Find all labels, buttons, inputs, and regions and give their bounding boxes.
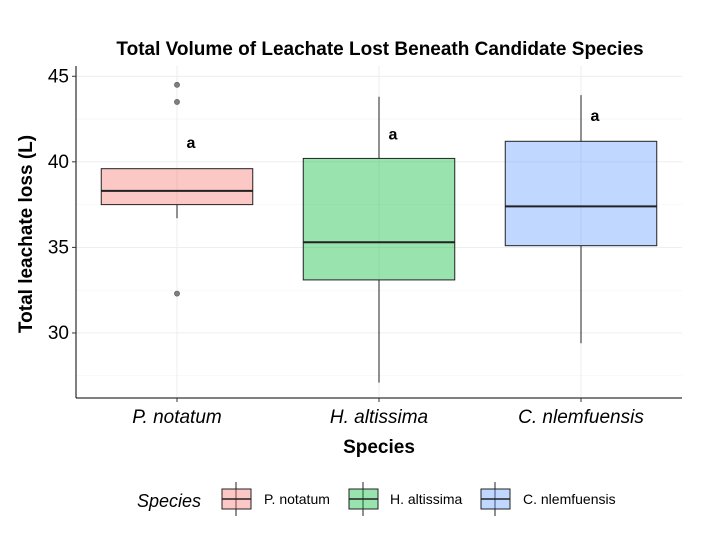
y-tick-label: 40 — [48, 152, 69, 173]
box-body — [100, 168, 254, 206]
significance-label: a — [187, 135, 196, 152]
significance-label: a — [389, 127, 398, 144]
chart-title: Total Volume of Leachate Lost Beneath Ca… — [116, 39, 643, 60]
outlier-point — [174, 99, 180, 105]
legend-label: H. altissima — [390, 491, 463, 507]
x-axis: P. notatum H. altissima C. nlemfuensis — [76, 397, 682, 428]
legend-title: Species — [137, 491, 201, 511]
y-tick-label: 45 — [48, 66, 69, 87]
outlier-point — [174, 290, 180, 297]
legend-item-2: H. altissima — [348, 482, 463, 516]
legend-item-3: C. nlemfuensis — [480, 482, 616, 516]
legend-item-1: P. notatum — [221, 482, 330, 516]
legend: Species P. notatum H. altissima C. nlemfue… — [137, 482, 616, 516]
box-body — [302, 157, 456, 281]
box-body — [504, 140, 658, 247]
boxes-layer: a a a — [100, 81, 658, 383]
legend-label: P. notatum — [264, 491, 330, 507]
y-axis-title: Total leachate loss (L) — [16, 135, 37, 333]
x-tick-label: C. nlemfuensis — [518, 407, 644, 428]
legend-label: C. nlemfuensis — [523, 491, 616, 507]
x-tick-label: P. notatum — [132, 407, 221, 428]
x-tick-label: H. altissima — [330, 407, 428, 428]
box-3: a — [504, 95, 658, 344]
significance-label: a — [591, 108, 600, 125]
x-axis-title: Species — [343, 437, 415, 458]
box-1: a — [100, 81, 254, 297]
outlier-point — [174, 81, 180, 88]
y-tick-label: 35 — [48, 237, 69, 258]
y-tick-label: 30 — [48, 323, 69, 344]
box-2: a — [302, 96, 456, 383]
y-axis: 30 35 40 45 — [48, 66, 77, 398]
